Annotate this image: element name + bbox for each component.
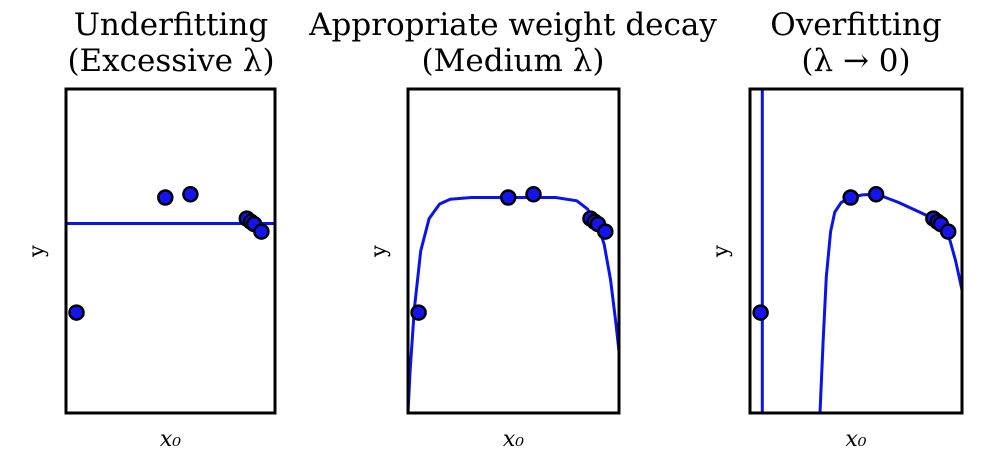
chart-title-line-2: (Excessive λ) bbox=[67, 43, 274, 79]
y-axis-label: y bbox=[367, 245, 391, 258]
x-axis-label: x₀ bbox=[160, 427, 181, 452]
data-point-1 bbox=[68, 304, 85, 321]
data-point-3 bbox=[525, 186, 542, 203]
chart-title-line-1: Underfitting bbox=[74, 7, 268, 43]
plot-frame bbox=[406, 87, 621, 415]
data-point-3 bbox=[182, 186, 199, 203]
plot-frame bbox=[748, 87, 964, 415]
chart-panel-3: Overfitting(λ → 0) x₀ y bbox=[709, 7, 964, 452]
chart-title-line-2: (Medium λ) bbox=[422, 43, 605, 79]
fit-curve bbox=[408, 196, 619, 413]
data-point-2 bbox=[499, 189, 517, 206]
x-axis-label: x₀ bbox=[845, 427, 866, 452]
data-point-7 bbox=[253, 223, 270, 240]
chart-title-line-2: (λ → 0) bbox=[801, 43, 910, 79]
data-point-2 bbox=[842, 189, 859, 206]
y-axis-label: y bbox=[709, 245, 733, 258]
data-point-1 bbox=[410, 304, 427, 321]
chart-panel-1: Underfitting(Excessive λ) x₀ y bbox=[25, 7, 277, 452]
y-axis-label: y bbox=[25, 245, 49, 258]
x-axis-label: x₀ bbox=[503, 427, 524, 452]
chart-panel-2: Appropriate weight decay(Medium λ) x₀ y bbox=[308, 7, 717, 452]
data-point-7 bbox=[939, 223, 957, 240]
plot-frame bbox=[64, 87, 277, 415]
data-point-3 bbox=[867, 186, 885, 203]
data-point-2 bbox=[157, 189, 174, 206]
chart-title-line-1: Overfitting bbox=[770, 7, 941, 43]
data-point-7 bbox=[597, 223, 614, 240]
chart-title-line-1: Appropriate weight decay bbox=[308, 7, 717, 43]
data-point-1 bbox=[752, 304, 769, 321]
